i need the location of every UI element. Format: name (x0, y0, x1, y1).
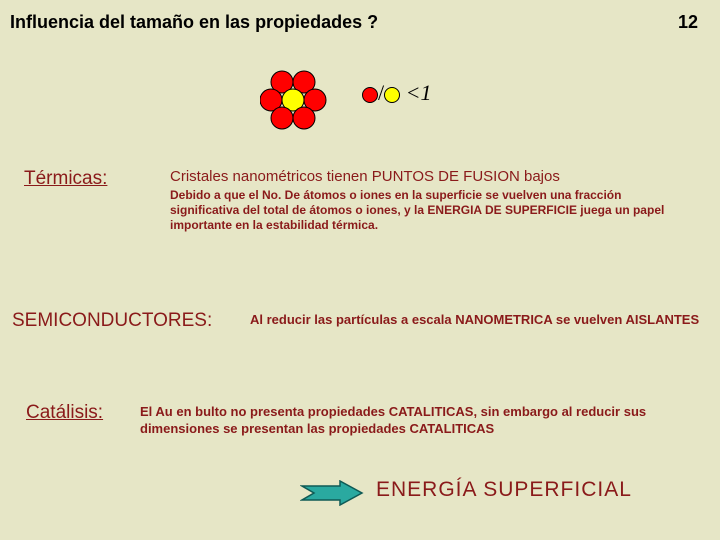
slide: Influencia del tamaño en las propiedades… (0, 0, 720, 540)
ratio-text: <1 (400, 80, 431, 105)
catalysis-body: El Au en bulto no presenta propiedades C… (140, 404, 680, 438)
page-title: Influencia del tamaño en las propiedades… (10, 12, 378, 33)
arrow-icon (300, 480, 364, 511)
surface-energy-label: ENERGÍA SUPERFICIAL (376, 478, 632, 502)
page-number: 12 (678, 12, 698, 33)
thermal-subtext: Debido a que el No. De átomos o iones en… (170, 188, 680, 233)
ratio-expression: / <1 (362, 80, 431, 106)
yellow-atom-icon (384, 87, 400, 103)
semiconductors-body: Al reducir las partículas a escala NANOM… (250, 312, 700, 329)
red-atom-icon (362, 87, 378, 103)
thermal-heading: Térmicas: (24, 168, 107, 190)
semiconductors-heading: SEMICONDUCTORES: (12, 310, 212, 332)
thermal-headline: Cristales nanométricos tienen PUNTOS DE … (170, 168, 560, 185)
atom-cluster-icon (260, 70, 330, 137)
catalysis-heading: Catálisis: (26, 402, 103, 424)
